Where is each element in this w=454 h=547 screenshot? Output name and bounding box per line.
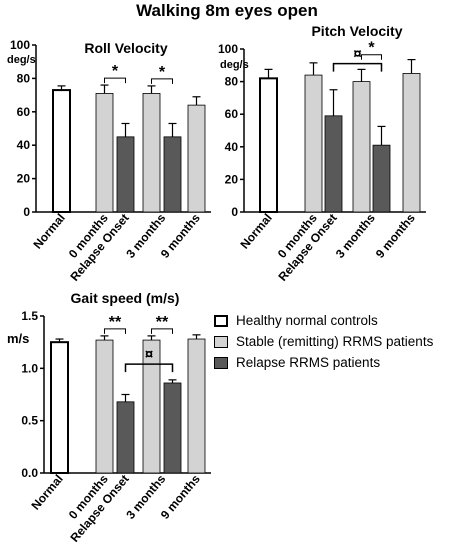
x-tick-label: Normal xyxy=(30,211,67,252)
bar xyxy=(142,93,161,213)
bar xyxy=(187,104,206,213)
significance-bracket xyxy=(151,328,173,334)
significance-label: * xyxy=(159,64,166,81)
significance-bracket xyxy=(104,77,126,84)
bar xyxy=(50,341,69,474)
y-tick-label: 60 xyxy=(225,107,239,121)
x-tick-label: 9 months xyxy=(373,211,418,261)
significance-label: * xyxy=(112,63,119,80)
legend-item-healthy: Healthy normal controls xyxy=(214,310,433,331)
bar xyxy=(187,338,206,474)
x-tick-label: Normal xyxy=(237,211,274,252)
y-axis-label: deg/s xyxy=(7,54,36,66)
significance-bracket xyxy=(151,78,173,84)
y-axis-label: deg/s xyxy=(220,59,249,71)
legend-item-relapse: Relapse RRMS patients xyxy=(214,352,433,373)
bar xyxy=(304,74,323,213)
bar xyxy=(163,136,182,213)
legend-swatch-healthy xyxy=(214,314,228,327)
y-tick-label: 40 xyxy=(17,138,31,152)
significance-bracket xyxy=(332,62,383,72)
y-tick-label: 100 xyxy=(10,38,30,52)
y-tick-label: 40 xyxy=(225,140,239,154)
y-tick-label: 0.0 xyxy=(21,466,38,480)
x-tick-label: 3 months xyxy=(333,211,378,261)
bar xyxy=(402,73,421,213)
legend-swatch-stable xyxy=(214,335,228,348)
y-tick-label: 20 xyxy=(17,172,31,186)
bar xyxy=(52,89,71,213)
bar xyxy=(372,144,391,213)
y-tick-label: 80 xyxy=(225,75,239,89)
y-tick-label: 0 xyxy=(231,205,238,219)
significance-label: ¤ xyxy=(353,46,361,63)
page-title: Walking 8m eyes open xyxy=(136,1,318,20)
significance-label: ¤ xyxy=(145,346,153,363)
chart-title: Gait speed (m/s) xyxy=(71,290,180,306)
legend-label-relapse: Relapse RRMS patients xyxy=(236,355,381,370)
bar xyxy=(324,115,343,213)
legend-label-healthy: Healthy normal controls xyxy=(236,313,378,328)
y-tick-label: 100 xyxy=(218,42,238,56)
significance-bracket xyxy=(124,363,174,373)
y-axis-label: m/s xyxy=(7,331,29,346)
bar xyxy=(142,339,161,474)
significance-label: ** xyxy=(109,314,122,331)
legend: Healthy normal controls Stable (remittin… xyxy=(214,310,433,373)
bar xyxy=(163,382,182,474)
y-tick-label: 1.0 xyxy=(21,361,38,375)
chart-title: Pitch Velocity xyxy=(311,23,402,39)
significance-label: * xyxy=(368,40,375,57)
significance-label: ** xyxy=(156,314,169,331)
y-tick-label: 0.5 xyxy=(21,414,38,428)
legend-item-stable: Stable (remitting) RRMS patients xyxy=(214,331,433,352)
y-tick-label: 60 xyxy=(17,105,31,119)
bar xyxy=(116,136,135,213)
bar xyxy=(259,77,278,213)
significance-bracket xyxy=(104,328,126,334)
y-tick-label: 1.5 xyxy=(21,309,38,323)
legend-swatch-relapse xyxy=(214,356,228,369)
y-tick-label: 80 xyxy=(17,71,31,85)
bar xyxy=(95,339,114,474)
bar xyxy=(352,81,371,213)
bar xyxy=(95,93,114,213)
significance-bracket xyxy=(361,54,382,60)
legend-label-stable: Stable (remitting) RRMS patients xyxy=(236,334,434,349)
bar xyxy=(116,401,135,474)
y-tick-label: 0 xyxy=(23,205,30,219)
y-tick-label: 20 xyxy=(225,172,239,186)
chart-title: Roll Velocity xyxy=(84,40,167,56)
